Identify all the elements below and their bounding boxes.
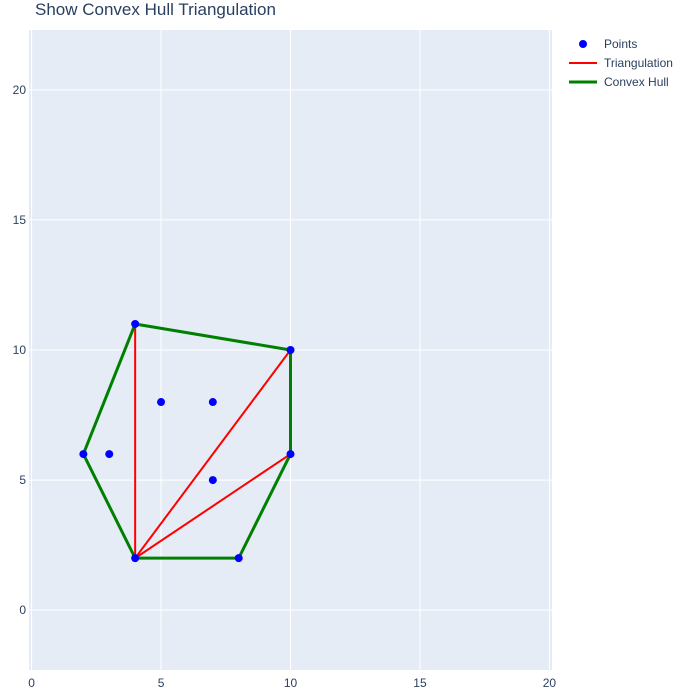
y-tick-label: 15	[13, 213, 27, 227]
legend-label: Triangulation	[604, 56, 673, 70]
y-tick-label: 0	[19, 603, 26, 617]
y-tick-label: 10	[13, 343, 27, 357]
legend-label: Points	[604, 37, 637, 51]
x-tick-label: 0	[28, 676, 35, 690]
tick-labels: 0 5 10 15 20 0 5 10 15 20	[13, 83, 557, 690]
data-point	[234, 554, 243, 563]
data-point	[286, 346, 295, 354]
x-tick-label: 5	[158, 676, 165, 690]
legend-marker	[579, 40, 587, 48]
legend-item[interactable]: Convex Hull	[569, 75, 669, 89]
data-point	[157, 398, 166, 407]
legend-item[interactable]: Points	[579, 37, 637, 51]
data-point	[105, 450, 114, 459]
x-tick-label: 10	[284, 676, 298, 690]
data-point	[79, 450, 88, 459]
data-point	[131, 319, 140, 328]
x-tick-label: 15	[413, 676, 427, 690]
legend-item[interactable]: Triangulation	[569, 56, 673, 70]
x-tick-label: 20	[543, 676, 557, 690]
data-point	[286, 450, 295, 459]
y-tick-label: 20	[13, 83, 27, 97]
legend-label: Convex Hull	[604, 75, 669, 89]
data-point	[208, 476, 217, 485]
chart-marks	[79, 319, 295, 563]
triangulation-segment	[134, 349, 292, 559]
triangulation-segment	[134, 453, 292, 559]
chart-title: Show Convex Hull Triangulation	[35, 0, 276, 19]
data-point	[208, 398, 217, 407]
legend[interactable]: Points Triangulation Convex Hull	[569, 37, 673, 89]
y-tick-label: 5	[19, 473, 26, 487]
data-point	[131, 554, 140, 563]
